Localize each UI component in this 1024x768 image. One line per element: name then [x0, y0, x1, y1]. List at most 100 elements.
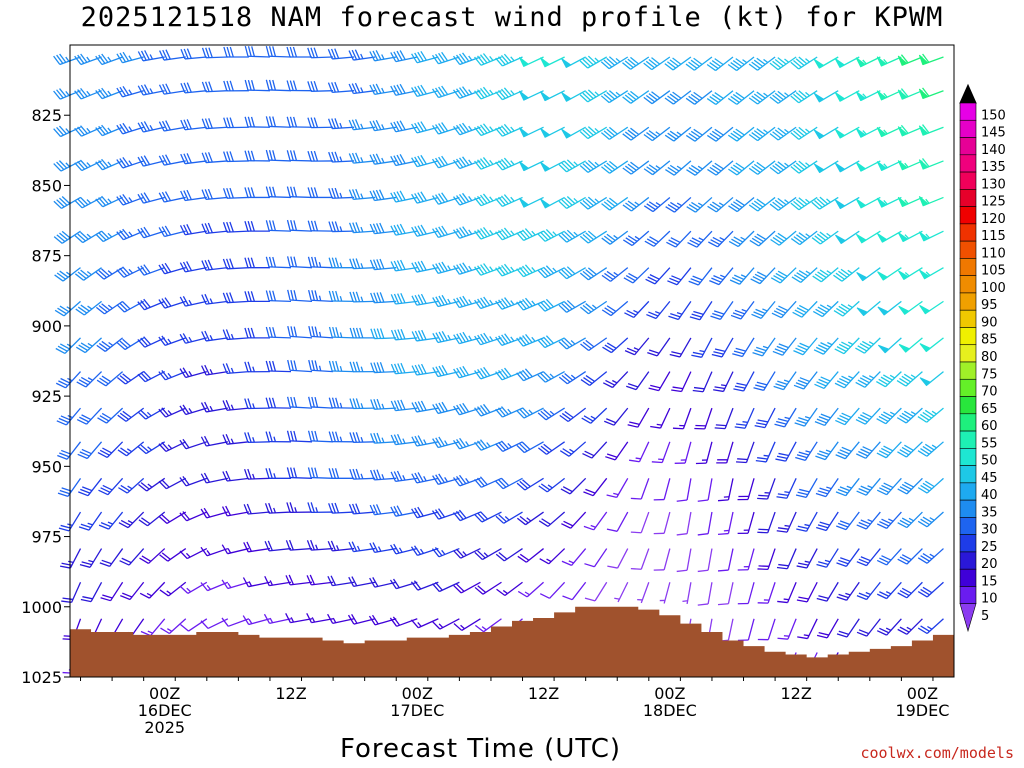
wind-barb	[624, 337, 650, 356]
wind-barb	[201, 47, 228, 59]
wind-barb	[160, 618, 187, 635]
wind-barb	[74, 159, 102, 172]
wind-barb	[776, 478, 797, 499]
wind-barb	[876, 407, 902, 425]
wind-barb	[327, 81, 355, 93]
colorbar-label: 150	[981, 108, 1006, 123]
credit-link[interactable]: coolwx.com/models	[860, 744, 1014, 762]
wind-barb	[918, 53, 944, 66]
wind-barb	[896, 371, 923, 387]
wind-barb	[737, 618, 755, 641]
wind-barb	[348, 188, 376, 201]
wind-barb	[714, 407, 734, 430]
wind-barb	[223, 80, 249, 92]
wind-barb	[474, 53, 502, 66]
wind-barb	[579, 159, 608, 173]
wind-barb	[244, 220, 270, 232]
y-tick-label: 975	[31, 528, 62, 547]
wind-barb	[811, 196, 839, 210]
wind-barb	[727, 90, 755, 105]
wind-barb	[308, 359, 334, 373]
wind-barb	[221, 579, 250, 590]
wind-barb	[626, 371, 650, 391]
wind-barb	[629, 441, 650, 463]
wind-barb	[790, 126, 818, 140]
wind-barb	[137, 264, 165, 276]
wind-barb	[200, 401, 228, 413]
wind-barb	[752, 337, 776, 357]
colorbar-label: 80	[981, 350, 998, 365]
wind-barb	[685, 56, 713, 71]
wind-barb	[75, 337, 103, 354]
wind-barb	[855, 371, 881, 388]
wind-barb	[137, 50, 165, 62]
wind-barb	[74, 87, 102, 100]
wind-barb	[221, 544, 250, 555]
wind-barb	[139, 581, 166, 599]
wind-barb	[734, 407, 755, 429]
wind-barb	[579, 55, 608, 69]
wind-barb	[774, 407, 797, 428]
wind-barb	[158, 120, 186, 132]
wind-barb	[516, 228, 544, 242]
wind-barb	[538, 477, 566, 493]
x-tick-label: 12Z	[275, 684, 306, 703]
wind-barb	[917, 581, 944, 598]
wind-barb	[561, 548, 587, 567]
wind-barb	[676, 511, 692, 536]
wind-barb	[793, 337, 818, 356]
wind-barb	[856, 511, 881, 530]
wind-barb	[179, 295, 207, 307]
wind-barb	[370, 292, 397, 304]
wind-barb	[897, 230, 923, 243]
wind-barb	[222, 221, 249, 233]
wind-barb	[717, 511, 734, 536]
wind-barb	[348, 119, 376, 131]
wind-barb	[120, 581, 145, 601]
colorbar-swatch	[959, 586, 977, 605]
wind-barb	[116, 371, 145, 385]
y-tick-label: 850	[31, 176, 62, 195]
wind-barb	[244, 45, 270, 58]
wind-barb	[516, 511, 544, 526]
wind-barb	[328, 502, 355, 514]
wind-barb	[813, 90, 839, 103]
wind-barb	[580, 337, 608, 352]
wind-barb	[876, 230, 902, 243]
wind-barb	[558, 299, 586, 313]
wind-barb	[137, 441, 166, 455]
wind-barb	[307, 467, 334, 479]
wind-barb	[495, 227, 523, 241]
wind-barb	[917, 407, 944, 423]
wind-barb	[540, 126, 565, 138]
wind-barb	[368, 614, 397, 626]
wind-barb	[431, 85, 460, 99]
wind-barb	[898, 337, 923, 353]
wind-barb	[286, 116, 313, 128]
colorbar-label: 125	[981, 195, 1006, 210]
wind-barb	[671, 371, 692, 393]
terrain-layer	[70, 606, 954, 677]
wind-barb	[222, 433, 249, 445]
wind-barb	[749, 230, 776, 247]
wind-barb	[601, 300, 629, 317]
wind-barb	[243, 541, 271, 553]
wind-barb	[672, 407, 692, 430]
wind-barb	[286, 502, 313, 514]
wind-barb	[687, 230, 713, 248]
wind-barb	[622, 160, 650, 175]
wind-barb	[116, 85, 144, 98]
wind-barb	[876, 581, 902, 600]
wind-barb	[537, 335, 565, 349]
wind-barb	[201, 293, 228, 305]
wind-barb	[728, 230, 755, 248]
wind-barb	[496, 581, 523, 596]
wind-barb	[919, 371, 944, 387]
wind-barb	[600, 90, 629, 104]
wind-barb	[53, 125, 81, 138]
wind-barb	[796, 511, 818, 532]
wind-barb	[730, 300, 755, 320]
wind-barb	[560, 477, 587, 495]
wind-barb	[265, 397, 292, 409]
colorbar-label: 95	[981, 298, 998, 313]
